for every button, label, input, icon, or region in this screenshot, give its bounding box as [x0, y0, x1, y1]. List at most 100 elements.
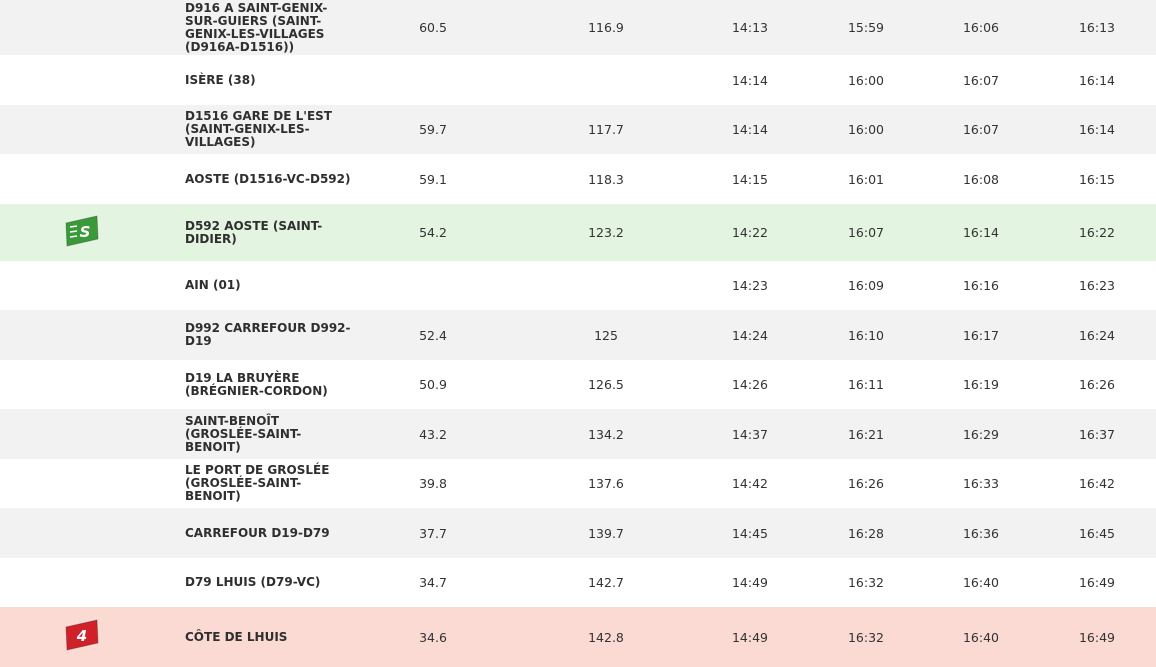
- passage-time-3: 16:08: [962, 171, 1000, 187]
- passage-time-2: 16:09: [847, 278, 885, 293]
- distance-remaining: 116.9: [588, 20, 624, 35]
- passage-time-1: 14:23: [731, 278, 769, 293]
- passage-time-2: 16:28: [847, 525, 885, 541]
- distance-remaining: 118.3: [588, 171, 624, 187]
- passage-time-1: 14:24: [731, 327, 769, 343]
- passage-time-3: 16:29: [962, 426, 1000, 442]
- distance-covered: 54.2: [419, 225, 447, 240]
- passage-time-3: 16:36: [962, 525, 1000, 541]
- passage-time-2: 16:21: [847, 426, 885, 442]
- passage-time-1: 14:45: [731, 525, 769, 541]
- distance-remaining: 126.5: [588, 377, 624, 392]
- passage-time-1: 14:49: [731, 575, 769, 590]
- table-row: S D592 AOSTE (SAINT-DIDIER) 54.2 123.2 14:22…: [0, 204, 1156, 261]
- distance-remaining: 117.7: [588, 122, 624, 137]
- distance-remaining: [576, 55, 636, 105]
- passage-time-2: 16:00: [847, 72, 885, 88]
- passage-time-2: 16:07: [847, 225, 885, 240]
- table-row: D992 CARREFOUR D992-D19 52.4 125 14:24 16:10…: [0, 310, 1156, 360]
- passage-time-4: 16:49: [1078, 575, 1116, 590]
- location-name: D592 AOSTE (SAINT-DIDIER): [185, 218, 323, 246]
- passage-time-3: 16:40: [962, 575, 1000, 590]
- passage-time-4: 16:13: [1078, 20, 1116, 35]
- passage-time-1: 14:37: [731, 426, 769, 442]
- passage-time-2: 16:32: [847, 629, 885, 645]
- passage-time-2: 16:32: [847, 575, 885, 590]
- passage-time-2: 16:26: [847, 476, 885, 491]
- climb-category-4-icon: 4: [64, 617, 100, 653]
- location-name: D1516 GARE DE L'EST (SAINT-GENIX-LES-VIL…: [185, 109, 332, 149]
- location-name: CARREFOUR D19-D79: [185, 525, 330, 540]
- table-row: SAINT-BENOÎT (GROSLÉE-SAINT-BENOIT) 43.2 1…: [0, 409, 1156, 459]
- table-row: AIN (01) 14:23 16:09 16:16 16:23: [0, 261, 1156, 310]
- distance-covered: 39.8: [419, 476, 447, 491]
- distance-covered: 37.7: [419, 525, 447, 541]
- passage-time-4: 16:26: [1078, 377, 1116, 392]
- location-name: D79 LHUIS (D79-VC): [185, 575, 321, 589]
- distance-covered: 34.6: [419, 629, 447, 645]
- distance-remaining: [576, 261, 636, 310]
- passage-time-1: 14:26: [731, 377, 769, 392]
- passage-time-1: 14:22: [731, 225, 769, 240]
- passage-time-2: 16:10: [847, 327, 885, 343]
- passage-time-3: 16:17: [962, 327, 1000, 343]
- passage-time-2: 16:11: [847, 377, 885, 392]
- table-row: ISÈRE (38) 14:14 16:00 16:07 16:14: [0, 55, 1156, 105]
- location-name: CÔTE DE LHUIS: [185, 629, 288, 644]
- passage-time-1: 14:14: [731, 72, 769, 88]
- passage-time-3: 16:33: [962, 476, 1000, 491]
- distance-remaining: 134.2: [588, 426, 624, 442]
- table-row: D1516 GARE DE L'EST (SAINT-GENIX-LES-VIL…: [0, 105, 1156, 154]
- passage-time-4: 16:37: [1078, 426, 1116, 442]
- distance-covered: 34.7: [419, 575, 447, 590]
- passage-time-3: 16:06: [962, 20, 1000, 35]
- distance-remaining: 142.8: [588, 629, 624, 645]
- location-name: AIN (01): [185, 278, 241, 292]
- distance-covered: [403, 55, 463, 105]
- distance-covered: 50.9: [419, 377, 447, 392]
- passage-time-1: 14:49: [731, 629, 769, 645]
- distance-remaining: 125: [594, 327, 618, 343]
- table-row: D19 LA BRUYÈRE (BRÉGNIER-CORDON) 50.9 126.…: [0, 360, 1156, 409]
- location-name: ISÈRE (38): [185, 72, 256, 87]
- passage-time-4: 16:42: [1078, 476, 1116, 491]
- passage-time-3: 16:40: [962, 629, 1000, 645]
- passage-time-4: 16:49: [1078, 629, 1116, 645]
- icon-label: 4: [76, 627, 87, 645]
- passage-time-4: 16:23: [1078, 278, 1116, 293]
- location-name: D916 A SAINT-GENIX-SUR-GUIERS (SAINT-GEN…: [185, 0, 328, 54]
- location-name: D992 CARREFOUR D992-D19: [185, 321, 351, 348]
- distance-covered: 43.2: [419, 426, 447, 442]
- passage-time-3: 16:07: [962, 72, 1000, 88]
- passage-time-4: 16:14: [1078, 122, 1116, 137]
- passage-time-2: 16:01: [847, 171, 885, 187]
- passage-time-2: 16:00: [847, 122, 885, 137]
- distance-remaining: 142.7: [588, 575, 624, 590]
- passage-time-2: 15:59: [847, 20, 885, 35]
- distance-covered: [403, 261, 463, 310]
- passage-time-4: 16:24: [1078, 327, 1116, 343]
- passage-time-3: 16:16: [962, 278, 1000, 293]
- passage-time-1: 14:42: [731, 476, 769, 491]
- passage-time-4: 16:15: [1078, 171, 1116, 187]
- distance-covered: 59.1: [419, 171, 447, 187]
- location-name: SAINT-BENOÎT (GROSLÉE-SAINT-BENOIT): [185, 413, 302, 454]
- distance-covered: 59.7: [419, 122, 447, 137]
- passage-time-1: 14:13: [731, 20, 769, 35]
- passage-time-3: 16:19: [962, 377, 1000, 392]
- table-row: 4 CÔTE DE LHUIS 34.6 142.8 14:49 16:32 16:40 16…: [0, 607, 1156, 667]
- table-row: AOSTE (D1516-VC-D592) 59.1 118.3 14:15 16:01…: [0, 154, 1156, 204]
- passage-time-3: 16:14: [962, 225, 1000, 240]
- icon-label: S: [80, 223, 91, 241]
- table-row: D79 LHUIS (D79-VC) 34.7 142.7 14:49 16:32 16:…: [0, 558, 1156, 607]
- passage-time-4: 16:45: [1078, 525, 1116, 541]
- passage-time-4: 16:22: [1078, 225, 1116, 240]
- table-row: LE PORT DE GROSLÉE (GROSLÉE-SAINT-BENOIT…: [0, 459, 1156, 508]
- distance-remaining: 137.6: [588, 476, 624, 491]
- distance-covered: 60.5: [419, 20, 447, 35]
- location-name: LE PORT DE GROSLÉE (GROSLÉE-SAINT-BENOIT…: [185, 463, 330, 503]
- table-row: D916 A SAINT-GENIX-SUR-GUIERS (SAINT-GEN…: [0, 0, 1156, 55]
- passage-time-3: 16:07: [962, 122, 1000, 137]
- sprint-icon: S: [64, 213, 100, 249]
- table-row: CARREFOUR D19-D79 37.7 139.7 14:45 16:28 16:3…: [0, 508, 1156, 558]
